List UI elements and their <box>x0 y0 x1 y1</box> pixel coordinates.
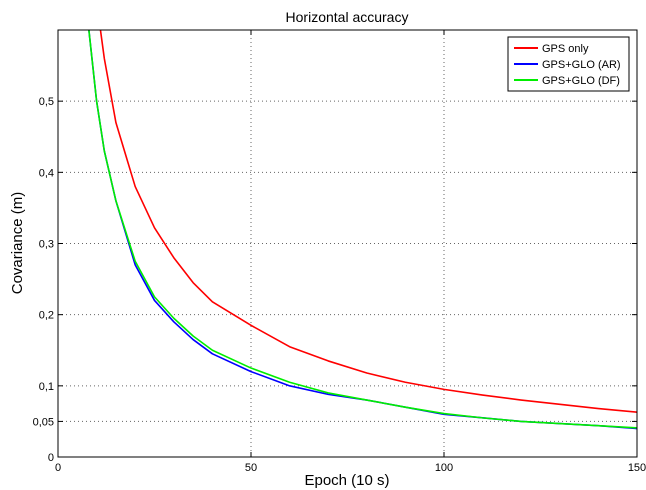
y-tick-label-6: 0,5 <box>39 96 54 108</box>
y-tick-label-0: 0 <box>48 452 54 464</box>
x-tick-label-2: 100 <box>435 462 453 474</box>
legend-label-0: GPS only <box>542 43 589 55</box>
series-line-2 <box>88 30 637 429</box>
y-tick-label-5: 0,4 <box>39 167 54 179</box>
y-tick-label-1: 0,05 <box>33 416 54 428</box>
legend-label-2: GPS+GLO (DF) <box>542 75 620 87</box>
legend-label-1: GPS+GLO (AR) <box>542 59 621 71</box>
x-tick-label-1: 50 <box>245 462 257 474</box>
legend: GPS only GPS+GLO (AR) GPS+GLO (DF) <box>507 36 630 92</box>
y-axis-label: Covariance (m) <box>9 192 26 295</box>
chart-title: Horizontal accuracy <box>286 9 409 25</box>
series-layer <box>88 30 637 430</box>
grid <box>58 30 637 457</box>
series-line-0 <box>99 30 637 413</box>
axis-ticks: 0 50 100 150 0 0,05 0,1 0,2 0,3 0,4 0,5 <box>33 30 646 474</box>
x-axis-label: Epoch (10 s) <box>304 472 389 489</box>
y-tick-label-2: 0,1 <box>39 381 54 393</box>
x-tick-label-0: 0 <box>55 462 61 474</box>
y-tick-label-4: 0,3 <box>39 239 54 251</box>
y-tick-label-3: 0,2 <box>39 310 54 322</box>
x-tick-label-3: 150 <box>628 462 646 474</box>
